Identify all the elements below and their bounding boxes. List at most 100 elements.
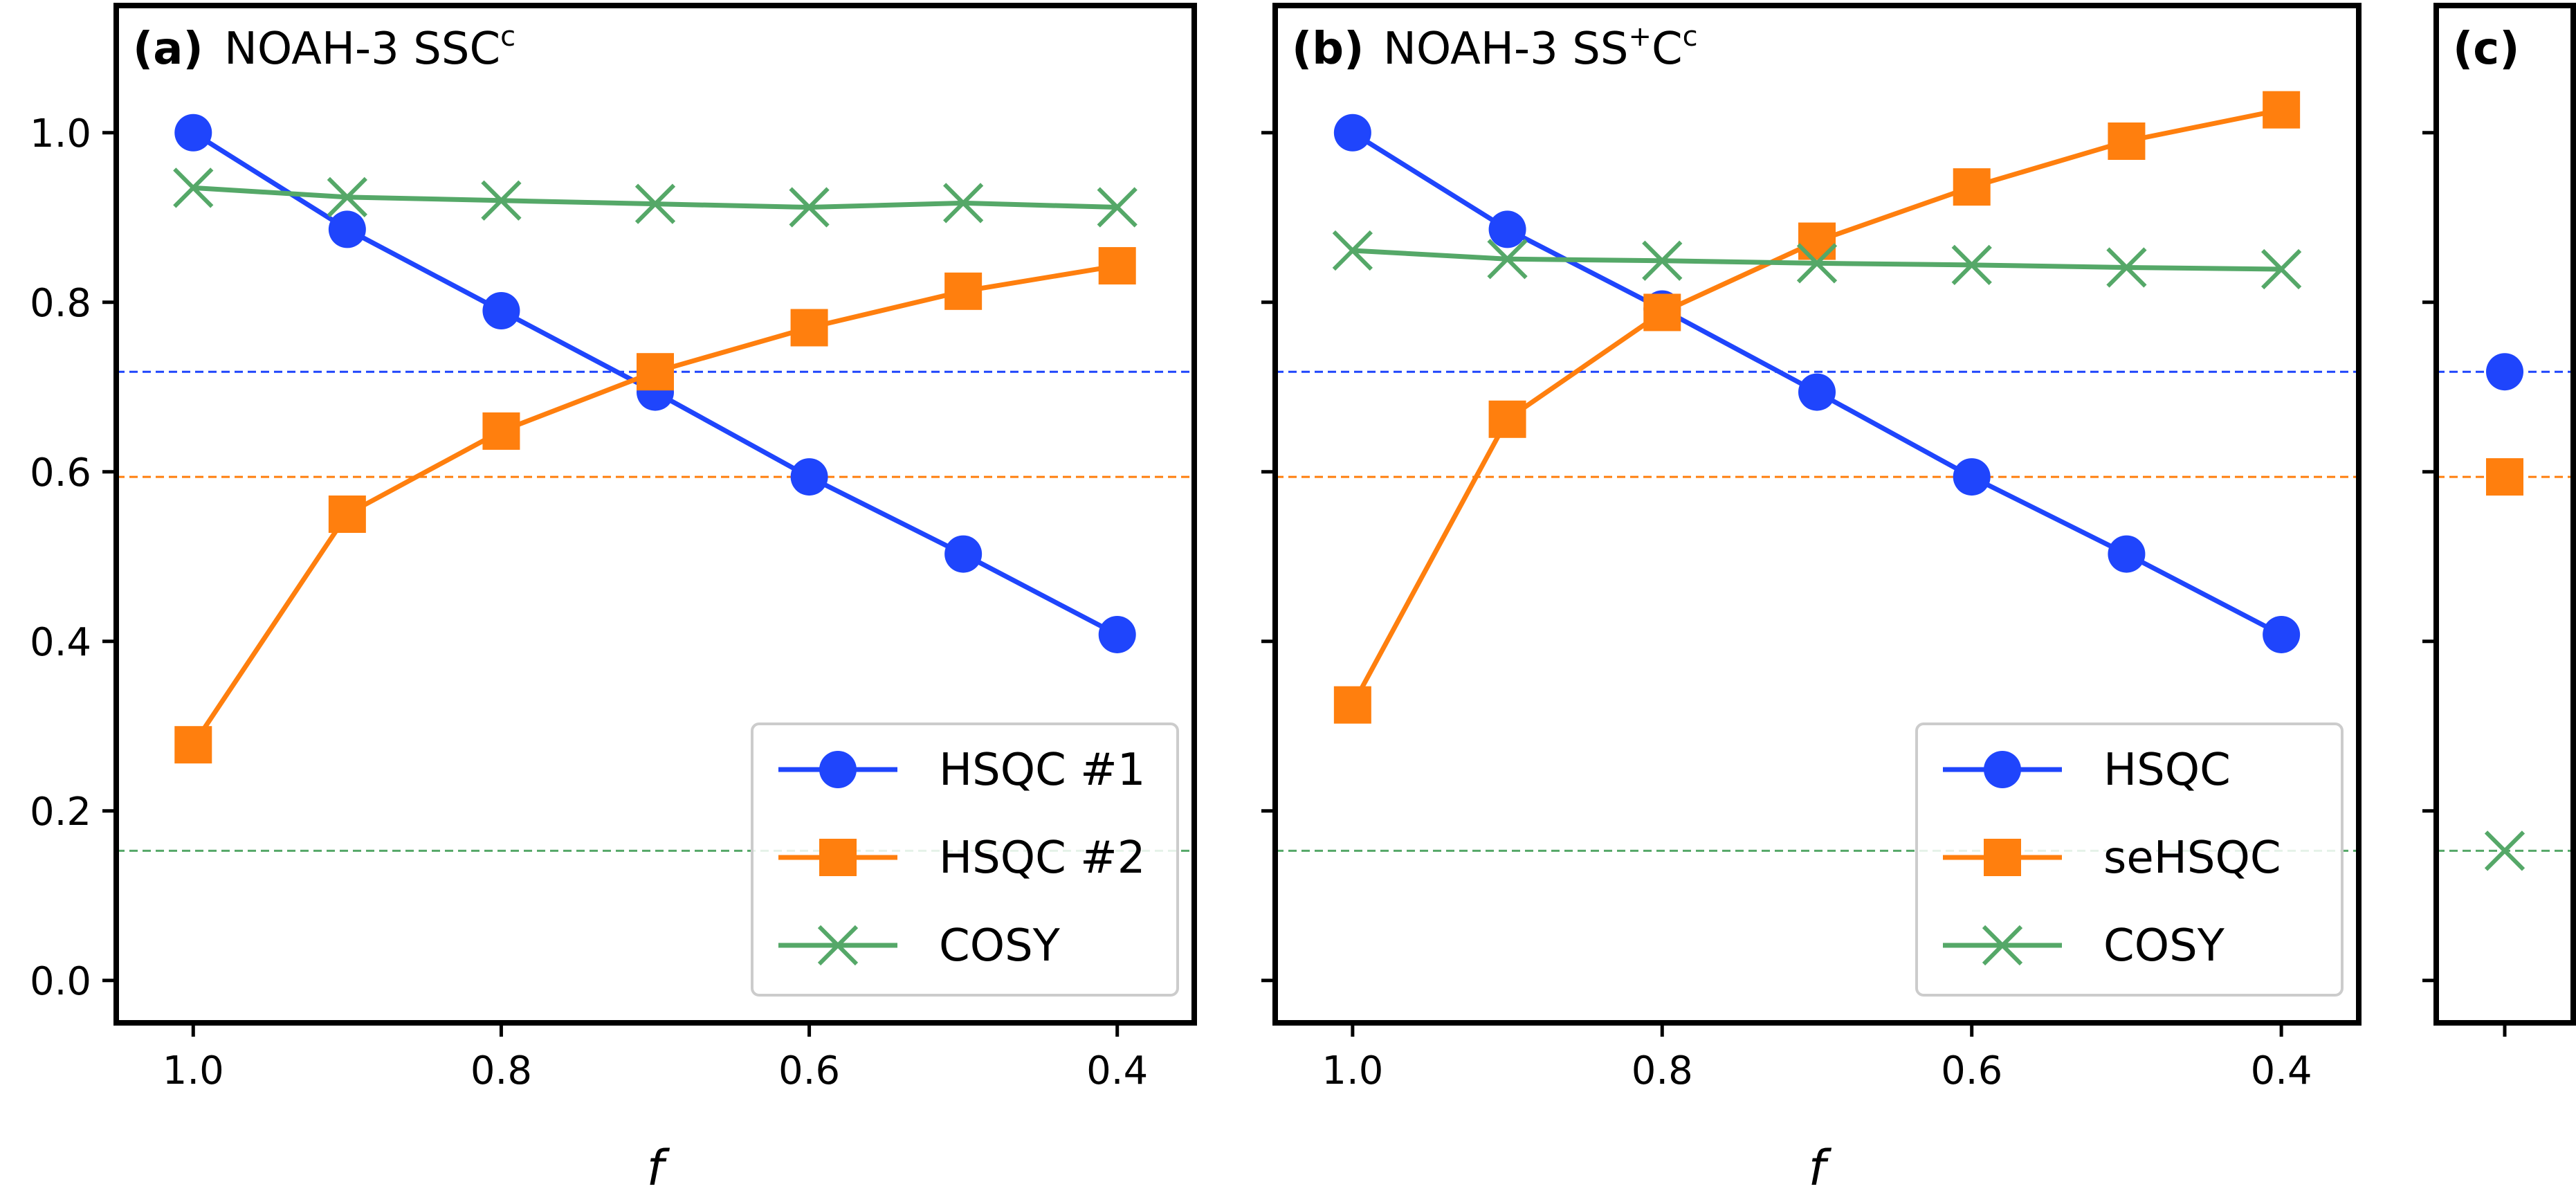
data-point-stroke-2 xyxy=(1642,240,1683,281)
y-tick-label: 0.2 xyxy=(30,790,91,835)
series-point-2 xyxy=(2486,458,2523,496)
panel-b-title-superscript-2: c xyxy=(1683,21,1698,53)
legend-label: COSY xyxy=(939,920,1061,972)
legend-entry: COSY xyxy=(778,920,1061,972)
data-point xyxy=(1951,244,1992,285)
series-hsqc-1 xyxy=(174,113,1136,653)
data-point xyxy=(1333,686,1371,724)
y-tick-label: 0.8 xyxy=(30,281,91,326)
x-tick-label: 0.8 xyxy=(1632,1048,1693,1093)
data-point xyxy=(1642,240,1683,281)
data-point-stroke-2 xyxy=(481,180,522,221)
x-tick-label: 0.8 xyxy=(471,1048,532,1093)
data-point xyxy=(328,210,366,248)
data-point xyxy=(173,167,214,208)
data-point xyxy=(482,412,520,450)
data-point xyxy=(790,458,828,496)
data-point xyxy=(1953,168,1991,206)
data-point xyxy=(482,292,520,329)
data-point xyxy=(2108,535,2146,573)
y-tick-label: 0.0 xyxy=(30,959,91,1004)
data-point-stroke-2 xyxy=(1487,239,1528,280)
x-axis-ticks: 1.0 0.8 0.6 0.4 xyxy=(163,1023,1148,1093)
data-point xyxy=(1643,293,1681,331)
series-cosy xyxy=(173,167,1138,228)
reference-lines xyxy=(2436,370,2573,852)
data-point xyxy=(1798,373,1836,411)
data-point xyxy=(2486,458,2523,496)
panel-a-title-superscript: c xyxy=(500,21,515,53)
reference-lines xyxy=(1275,370,2359,852)
y-axis-ticks xyxy=(1261,131,1275,983)
data-point xyxy=(2486,353,2523,391)
x-tick-label: 0.4 xyxy=(1086,1048,1148,1093)
legend-marker xyxy=(817,925,859,966)
legend-label: HSQC #2 xyxy=(939,833,1146,884)
legend-entry: HSQC xyxy=(1943,745,2231,796)
data-point xyxy=(1488,210,1526,248)
data-point xyxy=(1098,615,1136,653)
data-point xyxy=(1953,458,1991,496)
data-point xyxy=(1798,222,1836,260)
panel-b-tag: (b) xyxy=(1292,24,1364,75)
data-point xyxy=(1333,113,1371,152)
legend-marker xyxy=(819,751,857,788)
data-point-stroke-2 xyxy=(2106,247,2147,288)
data-point-stroke-2 xyxy=(1951,244,1992,285)
legend-label: seHSQC xyxy=(2103,833,2281,884)
series-layer xyxy=(2484,353,2525,871)
series-layer xyxy=(1332,91,2302,724)
legend-frame xyxy=(1915,722,2344,997)
legend-label: COSY xyxy=(2103,920,2225,972)
series-sehsqc xyxy=(1333,91,2301,724)
legend-entry: HSQC #2 xyxy=(778,833,1146,884)
data-point xyxy=(944,535,983,573)
x-tick-label: 0.6 xyxy=(1941,1048,2002,1093)
panel-b-legend: HSQC seHSQC COSY xyxy=(1915,722,2344,997)
series-cosy xyxy=(1332,230,2302,290)
panel-b-title-superscript: + xyxy=(1628,21,1652,53)
legend-label: HSQC #1 xyxy=(939,745,1146,796)
legend-frame xyxy=(751,722,1179,997)
legend-marker xyxy=(1984,839,2021,876)
data-point xyxy=(174,726,212,764)
data-point xyxy=(1796,243,1838,284)
panel-a-title: NOAH-3 SSCc xyxy=(224,21,515,75)
data-point xyxy=(634,183,676,224)
legend-marker-stroke-2 xyxy=(1982,925,2023,966)
data-point xyxy=(637,353,674,391)
data-point-stroke-2 xyxy=(943,183,984,224)
legend-entry: HSQC #1 xyxy=(778,745,1146,796)
legend-entry: seHSQC xyxy=(1943,833,2281,884)
panel-c-frame xyxy=(2433,3,2576,1026)
data-point xyxy=(790,309,828,347)
series-hsqc xyxy=(1333,113,2301,653)
data-point xyxy=(328,496,366,533)
data-point xyxy=(1487,239,1528,280)
x-tick-label: 1.0 xyxy=(163,1048,224,1093)
data-point xyxy=(481,180,522,221)
x-tick-label: 1.0 xyxy=(1322,1048,1383,1093)
panel-a-legend: HSQC #1 HSQC #2 COSY xyxy=(751,722,1179,997)
data-point-stroke-2 xyxy=(1796,243,1838,284)
data-point-stroke-2 xyxy=(789,187,830,228)
data-point-stroke-2 xyxy=(634,183,676,224)
data-point xyxy=(943,183,984,224)
data-point-stroke-2 xyxy=(327,176,367,217)
data-point xyxy=(1097,187,1138,228)
data-point xyxy=(1488,400,1526,438)
panel-a-chart: 0.0 0.2 0.4 0.6 0.8 1.0 1.0 0.8 0.6 0.4 (a) NOAH… xyxy=(30,3,1197,1197)
data-point-stroke-2 xyxy=(2484,830,2525,871)
data-point-stroke-2 xyxy=(1332,230,1373,271)
y-tick-label: 0.4 xyxy=(30,620,91,665)
panel-a-x-axis-label: f xyxy=(647,1140,670,1197)
data-point xyxy=(2261,248,2302,290)
panel-a-frame xyxy=(113,3,1197,1026)
data-point xyxy=(2263,615,2301,653)
data-point xyxy=(1098,247,1136,285)
legend-marker xyxy=(1984,751,2021,788)
x-tick-label: 0.6 xyxy=(778,1048,840,1093)
panel-b-title: NOAH-3 SS+Cc xyxy=(1383,21,1698,75)
y-axis-ticks: 0.0 0.2 0.4 0.6 0.8 1.0 xyxy=(30,111,116,1004)
